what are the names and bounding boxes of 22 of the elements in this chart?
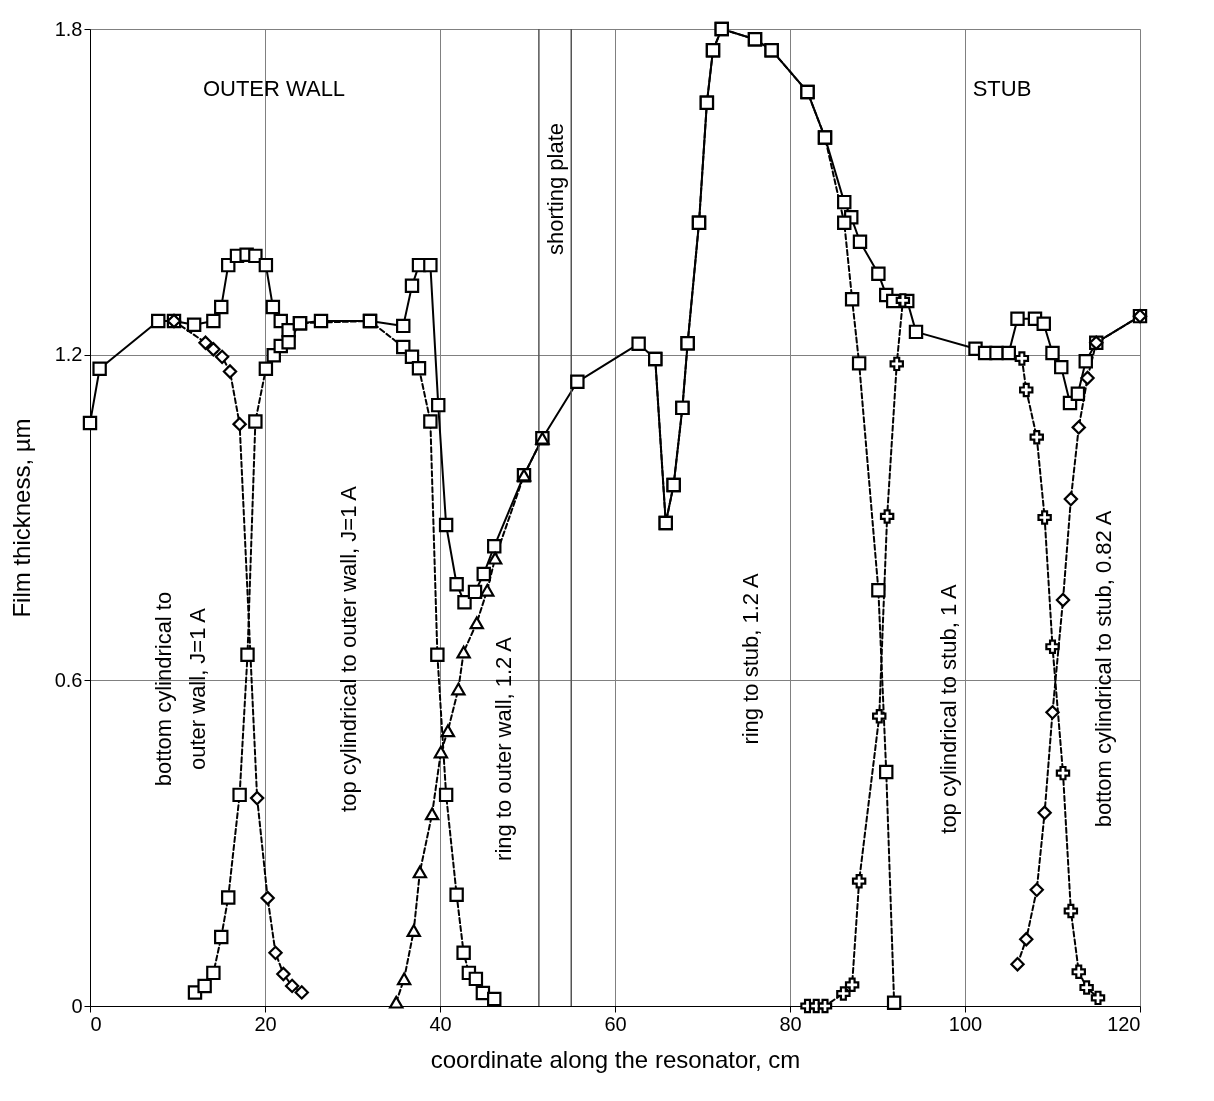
y-tick-label: 0 bbox=[71, 994, 83, 1017]
annotation: bottom cylindrical to outer wall, J=1 A bbox=[151, 591, 210, 787]
annotation: bottom cylindrical to stub, 0.82 A bbox=[1091, 510, 1116, 828]
annotation: OUTER WALL bbox=[202, 76, 346, 101]
y-tick-label: 1.8 bbox=[54, 17, 83, 40]
x-tick-label: 20 bbox=[254, 1012, 277, 1035]
annotation: top cylindrical to stub, 1 A bbox=[936, 583, 961, 834]
x-tick-label: 80 bbox=[779, 1012, 802, 1035]
x-axis-title: coordinate along the resonator, cm bbox=[430, 1045, 801, 1073]
x-tick-label: 0 bbox=[90, 1012, 102, 1035]
annotation: STUB bbox=[972, 76, 1032, 101]
x-tick-label: 60 bbox=[604, 1012, 627, 1035]
x-tick-label: 100 bbox=[948, 1012, 983, 1035]
y-tick-label: 0.6 bbox=[54, 668, 83, 691]
annotation: ring to stub, 1.2 A bbox=[738, 573, 763, 745]
y-axis-title: Film thickness, µm bbox=[7, 418, 35, 618]
y-tick-label: 1.2 bbox=[54, 343, 83, 366]
annotation: top cylindrical to outer wall, J=1 A bbox=[336, 485, 361, 812]
x-tick-label: 40 bbox=[429, 1012, 452, 1035]
annotation: ring to outer wall, 1.2 A bbox=[491, 636, 516, 861]
annotation: shorting plate bbox=[543, 122, 568, 256]
x-tick-label: 120 bbox=[1107, 1012, 1141, 1035]
